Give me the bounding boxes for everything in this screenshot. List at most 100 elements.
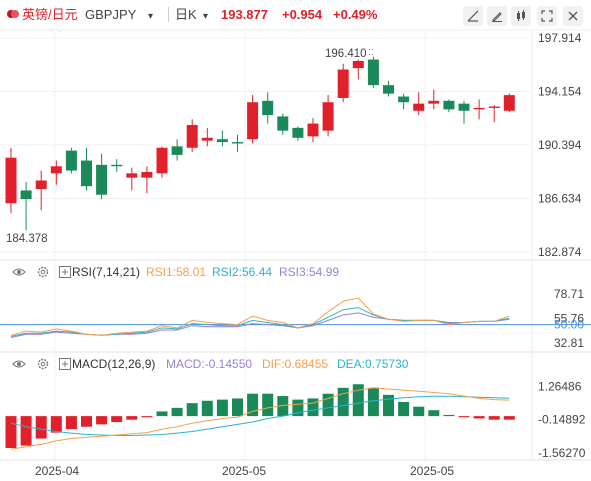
symbol-flag-icon — [6, 8, 20, 24]
dea-value: DEA:0.75730 — [337, 357, 409, 371]
macd-bar — [503, 416, 515, 420]
candle-body — [216, 139, 228, 143]
edit-button[interactable] — [487, 6, 507, 26]
chart-header: 英镑/日元 GBPJPY ▾ 日K ▾ 193.877 +0.954 +0.49… — [0, 0, 591, 30]
date-axis-label: 2025-05 — [410, 464, 454, 478]
macd-bar — [488, 416, 500, 420]
fullscreen-button[interactable] — [537, 6, 557, 26]
candle-body — [367, 59, 379, 86]
macd-bar — [292, 399, 304, 417]
macd-bar — [367, 387, 379, 417]
candle-body — [398, 96, 410, 103]
macd-bar — [322, 393, 334, 417]
rsi-header: RSI(7,14,21) RSI1:58.01 RSI2:56.44 RSI3:… — [0, 264, 591, 280]
price-change-pct: +0.49% — [333, 7, 378, 22]
eye-icon[interactable] — [12, 265, 26, 279]
candle-body — [337, 69, 349, 98]
rsi-series — [0, 297, 591, 338]
fullscreen-icon — [541, 10, 553, 22]
macd-axis-label: -1.56270 — [538, 446, 586, 460]
price-axis-label: 182.874 — [538, 245, 582, 259]
macd-series — [5, 384, 515, 450]
expand-icon[interactable] — [58, 357, 72, 371]
rsi2-value: RSI2:56.44 — [212, 265, 273, 279]
candle-body — [307, 123, 319, 137]
macd-bar — [171, 407, 183, 417]
period-caret-icon[interactable]: ▾ — [203, 11, 209, 22]
rsi2-line — [10, 307, 510, 337]
settings-icon[interactable] — [36, 265, 50, 279]
macd-bar — [473, 416, 485, 419]
symbol-name[interactable]: 英镑/日元 — [22, 7, 78, 22]
candlestick-style-icon — [517, 10, 525, 21]
macd-bar — [126, 416, 138, 420]
header-divider — [168, 7, 169, 22]
macd-bar — [383, 394, 394, 417]
close-button[interactable] — [563, 6, 583, 26]
high-price-label: 196.410 — [325, 48, 367, 60]
candle-body — [383, 85, 394, 94]
price-axis-label: 186.634 — [538, 192, 582, 206]
rsi-indicator-label: RSI(7,14,21) — [72, 265, 141, 279]
macd-bar — [186, 403, 198, 417]
macd-bar — [201, 400, 213, 417]
macd-value: MACD:-0.14550 — [166, 357, 253, 371]
macd-bar — [413, 406, 425, 417]
candle-body — [126, 173, 138, 178]
candle-body — [352, 60, 364, 69]
candle-body — [50, 166, 62, 174]
candle-body — [96, 164, 108, 195]
symbol-caret-icon[interactable]: ▾ — [148, 11, 154, 22]
macd-indicator-label: MACD(12,26,9) — [72, 357, 156, 371]
expand-icon[interactable] — [58, 265, 72, 279]
macd-bar — [428, 410, 440, 417]
rsi3-value: RSI3:54.99 — [279, 265, 340, 279]
candle-body — [141, 171, 153, 178]
candle-body — [35, 180, 47, 190]
macd-bar — [352, 384, 364, 417]
axis-labels: 197.914 194.154 190.394 186.634 182.874 78.71… — [35, 31, 586, 478]
macd-header: MACD(12,26,9) MACD:-0.14550 DIF:0.68455 … — [0, 356, 591, 372]
macd-bar — [96, 416, 108, 425]
candlestick-series — [5, 56, 515, 231]
candle-body — [156, 147, 168, 174]
macd-bar — [81, 416, 92, 427]
rsi-axis-label: 50.00 — [554, 318, 584, 332]
period-selector[interactable]: 日K — [175, 7, 197, 22]
rsi1-value: RSI1:58.01 — [146, 265, 207, 279]
macd-bar — [337, 387, 349, 417]
dif-line — [10, 387, 510, 450]
settings-icon[interactable] — [36, 357, 50, 371]
price-axis-label: 194.154 — [538, 85, 582, 99]
macd-bar — [216, 399, 228, 417]
candle-body — [428, 100, 440, 104]
macd-axis-label: 1.26486 — [538, 379, 582, 393]
candle-body — [5, 157, 17, 204]
macd-bar — [20, 416, 32, 446]
candle-body — [247, 102, 259, 140]
macd-bar — [398, 401, 410, 417]
edit-icon — [492, 12, 502, 22]
candle-body — [201, 137, 213, 141]
macd-bar — [458, 416, 470, 418]
macd-bar — [443, 414, 455, 417]
price-axis-label: 190.394 — [538, 138, 582, 152]
macd-bar — [35, 416, 47, 439]
dea-line — [10, 395, 510, 436]
candle-body — [262, 100, 274, 116]
candle-body — [65, 150, 77, 171]
candle-body — [292, 127, 304, 138]
candle-body — [171, 146, 183, 155]
candlestick-style-button[interactable] — [511, 6, 531, 26]
candle-body — [473, 107, 485, 110]
eye-icon[interactable] — [12, 357, 26, 371]
macd-bar — [65, 416, 77, 430]
rsi-axis-label: 55.76 — [554, 312, 584, 326]
macd-bar — [156, 411, 168, 417]
dif-value: DIF:0.68455 — [262, 357, 329, 371]
candle-body — [111, 164, 123, 167]
rsi-axis-label: 32.81 — [554, 336, 584, 350]
drawing-tools-button[interactable] — [463, 6, 483, 26]
symbol-code[interactable]: GBPJPY — [85, 7, 137, 22]
macd-bar — [232, 398, 243, 417]
